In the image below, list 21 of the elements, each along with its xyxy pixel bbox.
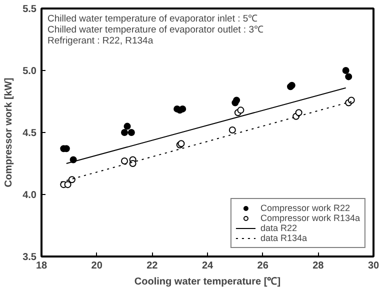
x-tick-label: 18 — [36, 260, 48, 272]
legend-label: Compressor work R134a — [260, 213, 360, 223]
legend-label: data R22 — [260, 223, 297, 233]
x-tick-label: 30 — [368, 260, 380, 272]
legend-label: data R134a — [260, 233, 307, 243]
legend-label: Compressor work R22 — [260, 203, 350, 213]
x-tick-label: 24 — [202, 260, 214, 272]
y-tick-label: 4.0 — [22, 190, 37, 201]
x-axis-title: Cooling water temperature [℃] — [134, 276, 281, 288]
y-tick-label: 3.5 — [22, 252, 37, 263]
x-tick-label: 20 — [91, 260, 103, 272]
annotation: Chilled water temperature of evaporator inlet : 5℃ — [48, 14, 258, 24]
annotation: Refrigerant : R22, R134a — [48, 36, 154, 46]
y-tick-label: 4.5 — [22, 128, 37, 139]
y-axis-title: Compressor work [kW] — [4, 78, 15, 188]
x-tick-label: 26 — [257, 260, 269, 272]
x-tick-label: 22 — [146, 260, 158, 272]
x-tick-label: 28 — [312, 260, 324, 272]
annotation: Chilled water temperature of evaporator outlet : 3℃ — [48, 24, 264, 36]
y-tick-label: 5.0 — [22, 66, 37, 77]
y-tick-label: 5.5 — [22, 4, 37, 15]
